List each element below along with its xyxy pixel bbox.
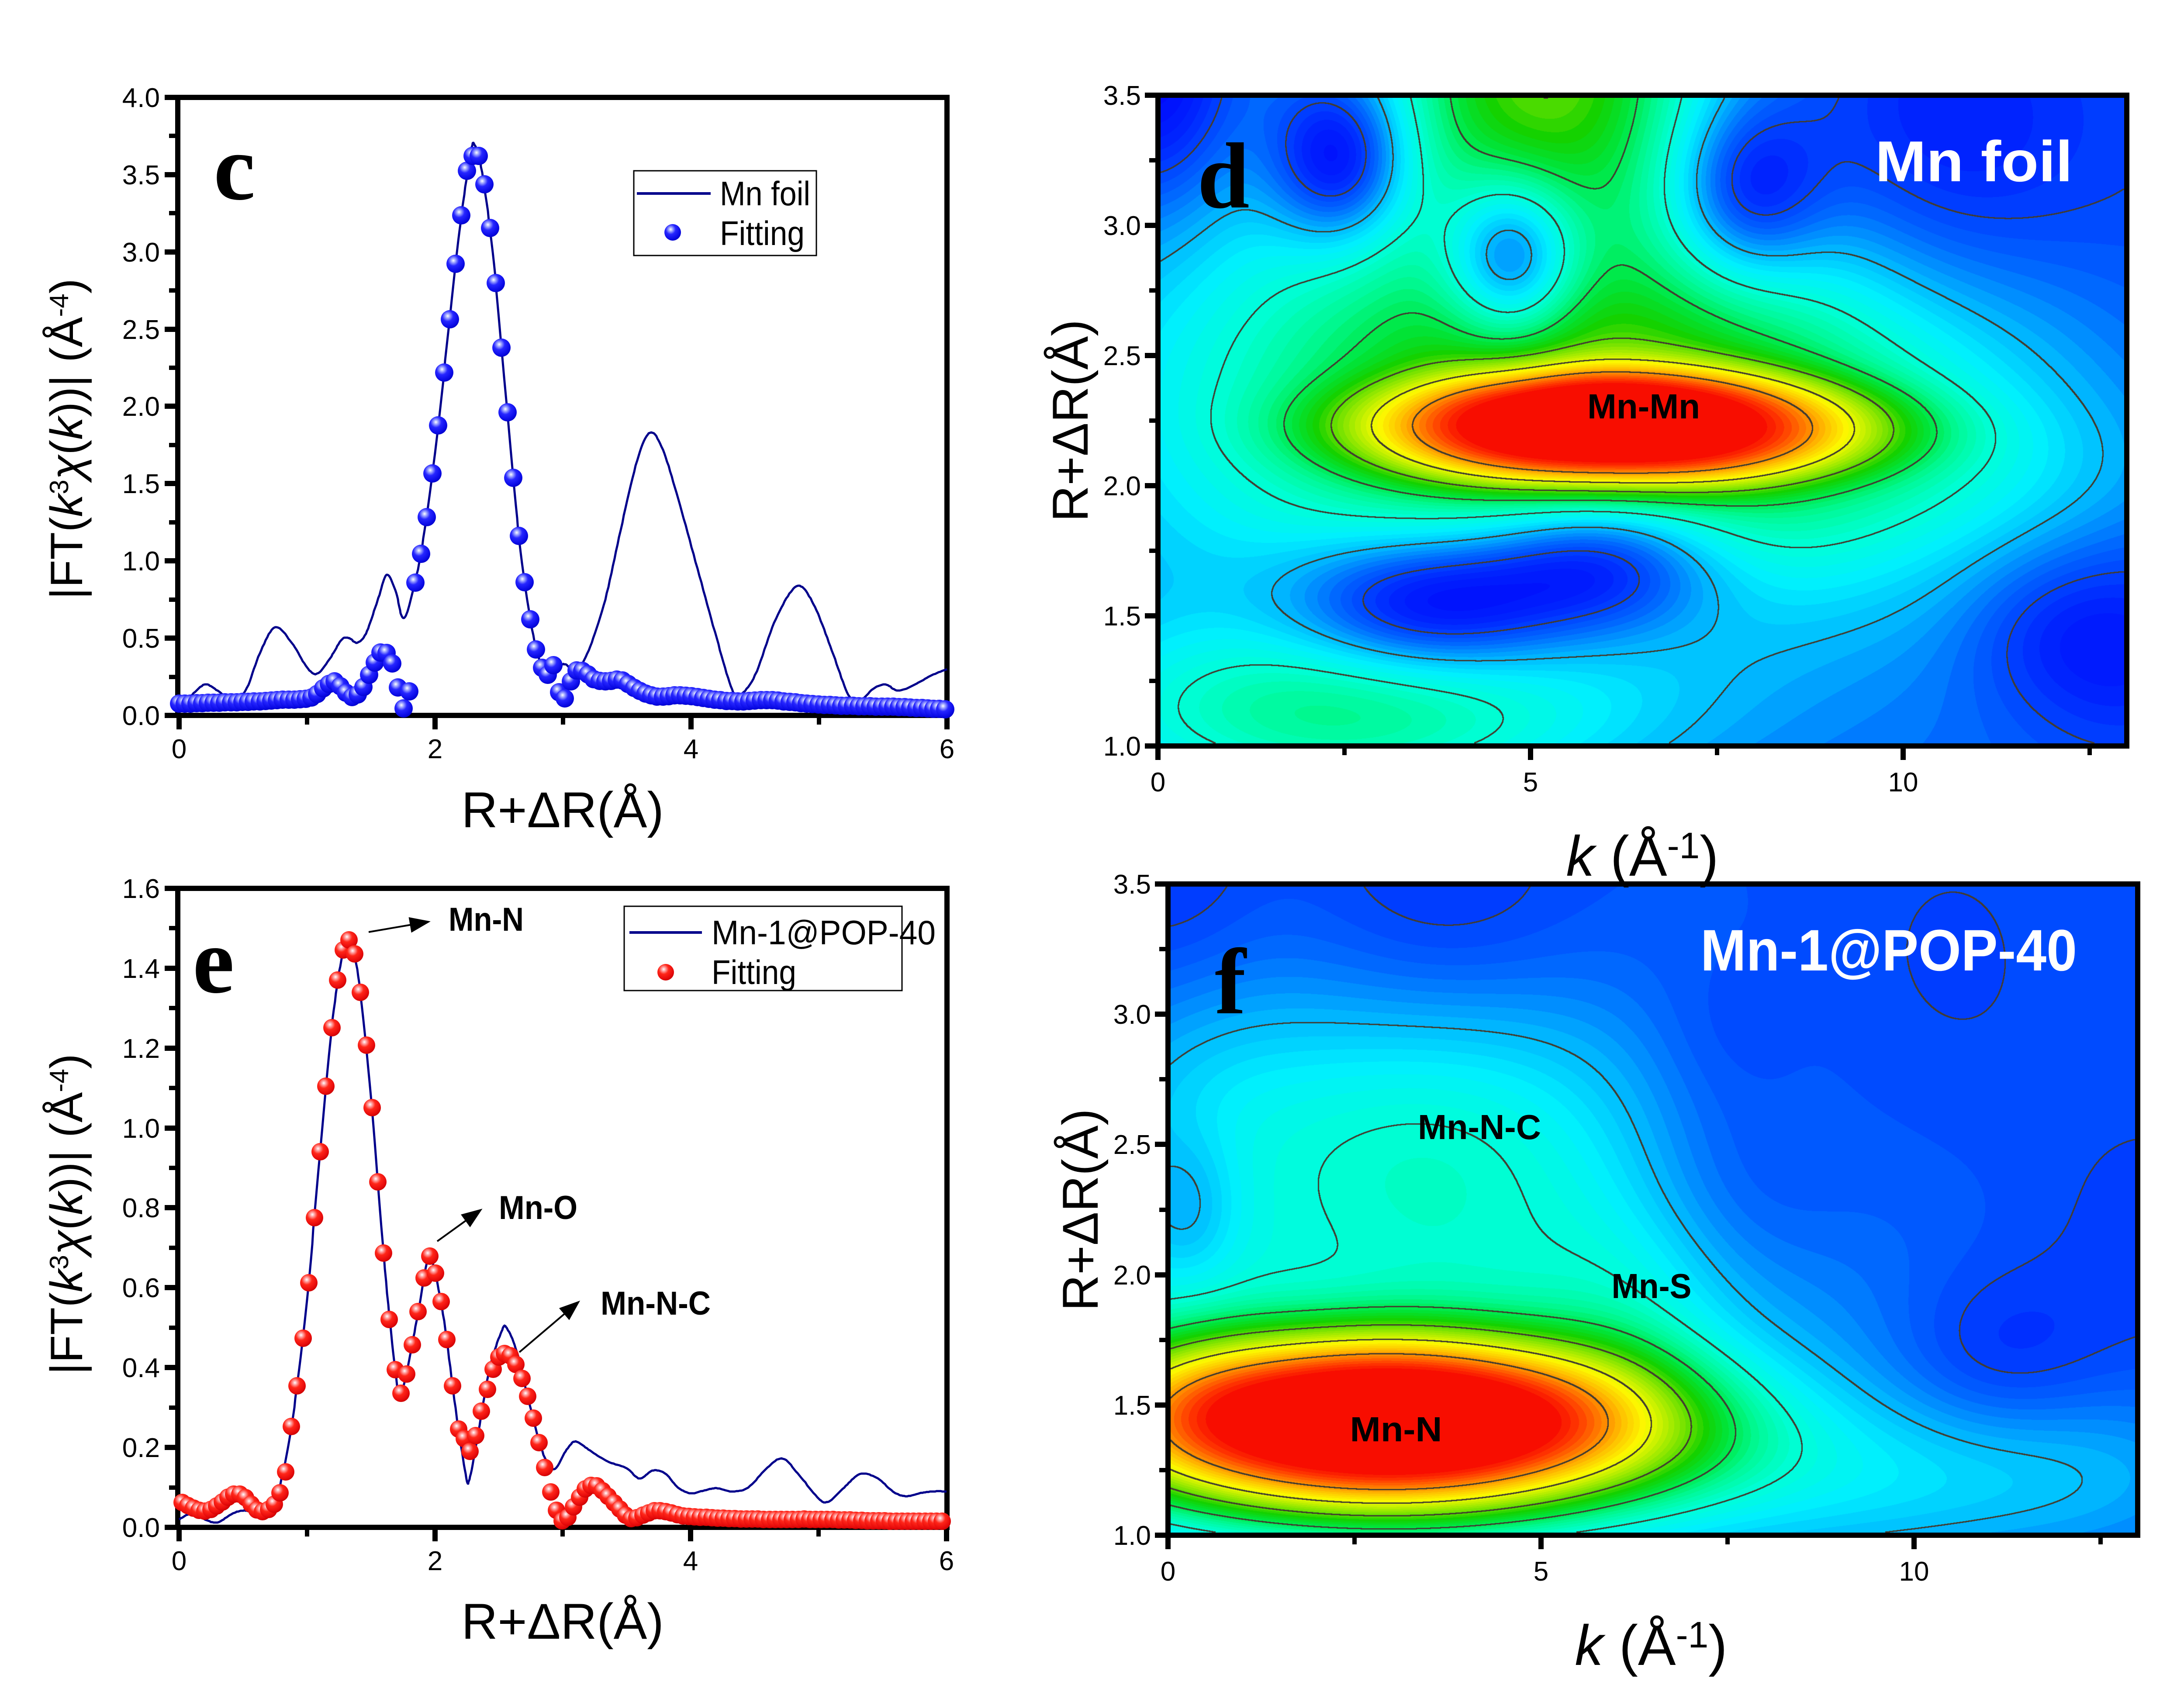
svg-text:3.0: 3.0 bbox=[1113, 1000, 1151, 1030]
svg-text:|FT(k3χ(k))| (Å-4): |FT(k3χ(k))| (Å-4) bbox=[41, 1054, 92, 1375]
svg-text:3.0: 3.0 bbox=[122, 238, 160, 268]
svg-text:c: c bbox=[214, 115, 255, 220]
svg-text:0.0: 0.0 bbox=[122, 701, 160, 731]
svg-text:Fitting: Fitting bbox=[712, 953, 796, 991]
svg-text:1.0: 1.0 bbox=[122, 546, 160, 577]
svg-text:e: e bbox=[193, 908, 234, 1013]
svg-text:2.0: 2.0 bbox=[1103, 471, 1141, 501]
svg-text:1.2: 1.2 bbox=[122, 1034, 160, 1064]
svg-text:1.5: 1.5 bbox=[122, 469, 160, 499]
svg-text:3.5: 3.5 bbox=[1103, 81, 1141, 111]
svg-text:0.8: 0.8 bbox=[122, 1193, 160, 1223]
svg-text:k (Å-1): k (Å-1) bbox=[1566, 824, 1718, 888]
svg-text:|FT(k3χ(k))| (Å-4): |FT(k3χ(k))| (Å-4) bbox=[41, 279, 92, 600]
svg-text:0: 0 bbox=[172, 734, 187, 764]
svg-text:Mn-1@POP-40: Mn-1@POP-40 bbox=[712, 913, 936, 952]
svg-text:0.0: 0.0 bbox=[122, 1513, 160, 1543]
svg-text:2.5: 2.5 bbox=[122, 315, 160, 345]
svg-text:0.2: 0.2 bbox=[122, 1433, 160, 1463]
svg-text:Fitting: Fitting bbox=[720, 214, 805, 252]
svg-text:0: 0 bbox=[1161, 1557, 1175, 1587]
svg-text:4: 4 bbox=[683, 1546, 698, 1576]
svg-text:3.0: 3.0 bbox=[1103, 211, 1141, 241]
svg-text:2.5: 2.5 bbox=[1103, 341, 1141, 371]
svg-text:5: 5 bbox=[1534, 1557, 1548, 1587]
svg-text:2: 2 bbox=[428, 734, 442, 764]
svg-text:0: 0 bbox=[1151, 767, 1165, 798]
svg-text:5: 5 bbox=[1523, 767, 1538, 798]
svg-text:1.4: 1.4 bbox=[122, 954, 160, 984]
svg-text:0.5: 0.5 bbox=[122, 624, 160, 654]
svg-text:0.6: 0.6 bbox=[122, 1273, 160, 1303]
svg-text:R+ΔR(Å): R+ΔR(Å) bbox=[1043, 319, 1099, 521]
svg-text:10: 10 bbox=[1888, 767, 1918, 798]
svg-text:3.5: 3.5 bbox=[1113, 870, 1151, 900]
svg-text:1.0: 1.0 bbox=[122, 1114, 160, 1144]
svg-text:4.0: 4.0 bbox=[122, 83, 160, 113]
svg-text:R+ΔR(Å): R+ΔR(Å) bbox=[461, 782, 663, 838]
svg-text:2.0: 2.0 bbox=[1113, 1260, 1151, 1291]
svg-text:k (Å-1): k (Å-1) bbox=[1575, 1613, 1727, 1677]
svg-text:0: 0 bbox=[172, 1546, 187, 1576]
svg-text:R+ΔR(Å): R+ΔR(Å) bbox=[461, 1594, 663, 1650]
svg-text:Mn-O: Mn-O bbox=[499, 1189, 577, 1226]
svg-text:R+ΔR(Å): R+ΔR(Å) bbox=[1053, 1108, 1109, 1311]
svg-text:4: 4 bbox=[684, 734, 698, 764]
svg-text:1.0: 1.0 bbox=[1103, 732, 1141, 762]
svg-text:1.6: 1.6 bbox=[122, 874, 160, 904]
svg-text:Mn foil: Mn foil bbox=[720, 174, 810, 213]
svg-text:6: 6 bbox=[939, 1546, 954, 1576]
svg-text:2.5: 2.5 bbox=[1113, 1130, 1151, 1160]
svg-text:0.4: 0.4 bbox=[122, 1353, 160, 1383]
svg-text:6: 6 bbox=[940, 734, 954, 764]
svg-text:2.0: 2.0 bbox=[122, 392, 160, 422]
svg-text:10: 10 bbox=[1899, 1557, 1929, 1587]
svg-text:1.5: 1.5 bbox=[1103, 601, 1141, 632]
svg-text:Mn-N-C: Mn-N-C bbox=[601, 1285, 711, 1322]
svg-text:Mn-N: Mn-N bbox=[449, 901, 524, 938]
svg-text:1.0: 1.0 bbox=[1113, 1521, 1151, 1551]
svg-text:3.5: 3.5 bbox=[122, 160, 160, 190]
svg-text:2: 2 bbox=[428, 1546, 442, 1576]
svg-text:1.5: 1.5 bbox=[1113, 1391, 1151, 1421]
